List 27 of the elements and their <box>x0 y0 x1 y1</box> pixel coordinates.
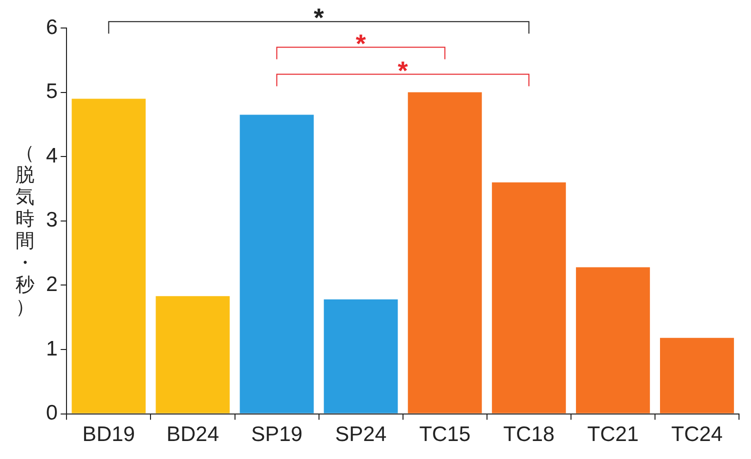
y-tick-label: 4 <box>46 144 58 168</box>
annotation: * <box>356 28 367 58</box>
y-tick-label: 0 <box>46 402 58 425</box>
bar <box>156 296 230 414</box>
bar <box>576 267 650 414</box>
annotation: * <box>398 55 409 86</box>
y-axis-title: （脱気時間・秒） <box>16 142 34 318</box>
y-tick-label: 2 <box>46 272 58 296</box>
x-tick-label: TC24 <box>671 423 723 446</box>
x-tick-label: TC18 <box>503 423 555 446</box>
x-tick-label: BD24 <box>166 423 220 446</box>
bar <box>408 92 482 414</box>
bar <box>240 114 314 414</box>
annotation: * <box>314 2 325 33</box>
bar <box>324 299 398 414</box>
y-tick-label: 1 <box>46 337 58 360</box>
y-tick-label: 5 <box>46 80 58 104</box>
x-tick-label: SP24 <box>335 423 387 446</box>
y-tick-label: 3 <box>46 208 58 232</box>
y-tick-label: 6 <box>46 16 58 39</box>
bar <box>492 182 566 414</box>
x-tick-label: TC15 <box>419 423 471 446</box>
x-tick-label: TC21 <box>587 423 639 446</box>
x-tick-label: BD19 <box>82 423 135 446</box>
bar <box>72 98 146 414</box>
x-tick-label: SP19 <box>251 423 302 446</box>
bar <box>660 338 734 414</box>
